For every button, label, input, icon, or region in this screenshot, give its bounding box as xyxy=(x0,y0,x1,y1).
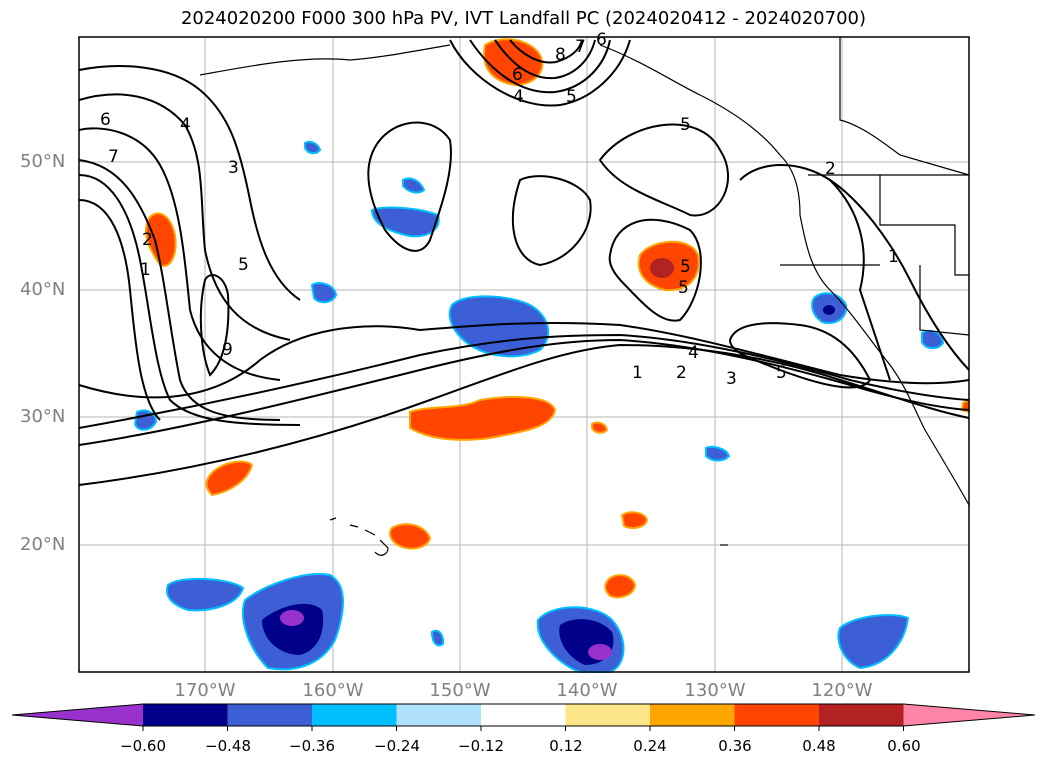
anomaly-negative-core xyxy=(823,305,835,315)
anomaly-negative-core xyxy=(262,603,324,655)
lon-label: 170°W xyxy=(174,680,236,701)
anomaly-positive xyxy=(604,574,637,599)
colorbar-segment xyxy=(734,704,820,726)
contour-label: 4 xyxy=(688,343,699,363)
coastlines xyxy=(199,37,970,556)
anomaly-positive xyxy=(591,421,609,434)
anomaly-negative xyxy=(837,614,910,670)
lon-label: 130°W xyxy=(684,680,746,701)
colorbar-tick-label: −0.12 xyxy=(458,737,504,755)
contour-label: 4 xyxy=(513,87,524,107)
colorbar-tick-label: −0.48 xyxy=(205,737,251,755)
contour-label: 5 xyxy=(680,115,691,135)
anomaly-positive xyxy=(409,396,557,441)
lat-label: 20°N xyxy=(20,534,66,555)
lon-label: 120°W xyxy=(811,680,873,701)
contour-label: 2 xyxy=(676,363,687,383)
colorbar-segment xyxy=(481,704,566,726)
anomaly-positive xyxy=(205,460,254,497)
contour-label: 7 xyxy=(108,147,119,167)
colorbar-segment xyxy=(565,704,651,726)
contour-label: 1 xyxy=(632,363,643,383)
contour-label: 1 xyxy=(140,260,151,280)
colorbar-segment xyxy=(396,704,482,726)
contour-label: 7 xyxy=(575,37,586,57)
contour-label: 5 xyxy=(238,255,249,275)
colorbar-tick-label: 0.48 xyxy=(802,737,836,755)
contour-label: 2 xyxy=(825,159,836,179)
colorbar-extend-max xyxy=(903,704,1035,726)
anomaly-positive xyxy=(620,511,649,529)
lat-label: 40°N xyxy=(20,279,66,300)
contour-label: 5 xyxy=(776,363,787,383)
colorbar-segment xyxy=(819,704,904,726)
colorbar xyxy=(11,703,1036,731)
lat-label: 30°N xyxy=(20,406,66,427)
anomaly-negative-center xyxy=(280,610,304,626)
contour-label: 1 xyxy=(888,247,899,267)
anomaly-positive xyxy=(389,523,432,550)
filled-anomalies xyxy=(133,38,970,673)
anomaly-negative xyxy=(448,295,550,358)
colorbar-tick-label: 0.12 xyxy=(549,737,583,755)
contour-label: 4 xyxy=(180,115,191,135)
contour-label: 5 xyxy=(678,278,689,298)
contour-label: 9 xyxy=(222,340,233,360)
colorbar-tick-label: −0.24 xyxy=(374,737,420,755)
colorbar-segment xyxy=(143,704,228,726)
colorbar-segment xyxy=(650,704,735,726)
map-frame xyxy=(78,36,970,673)
contour-label: 5 xyxy=(680,257,691,277)
contour-label: 8 xyxy=(555,45,566,65)
lat-label: 50°N xyxy=(20,151,66,172)
pv-contours xyxy=(78,39,970,486)
colorbar-tick-label: 0.60 xyxy=(887,737,921,755)
anomaly-negative xyxy=(166,577,245,612)
anomaly-negative xyxy=(430,629,445,647)
anomaly-negative xyxy=(310,282,338,304)
lon-label: 150°W xyxy=(429,680,491,701)
colorbar-segment xyxy=(312,704,397,726)
colorbar-tick-label: −0.36 xyxy=(289,737,335,755)
anomaly-negative xyxy=(304,140,322,155)
lon-label: 160°W xyxy=(302,680,364,701)
contour-label: 3 xyxy=(726,369,737,389)
contour-label: 6 xyxy=(100,110,111,130)
contour-label: 6 xyxy=(596,30,607,50)
anomaly-positive xyxy=(144,212,177,267)
contour-label: 6 xyxy=(512,65,523,85)
anomaly-negative xyxy=(705,445,731,462)
anomaly-positive-core xyxy=(650,258,674,278)
colorbar-tick-label: 0.36 xyxy=(718,737,752,755)
contour-labels: 6 7 4 3 5 2 1 6 8 7 6 4 5 5 2 1 5 5 1 2 … xyxy=(100,30,899,389)
map-title: 2024020200 F000 300 hPa PV, IVT Landfall… xyxy=(180,8,867,29)
colorbar-extend-min xyxy=(12,704,143,726)
anomaly-negative-center xyxy=(588,644,612,660)
colorbar-tick-label: 0.24 xyxy=(633,737,667,755)
contour-label: 5 xyxy=(566,87,577,107)
contour-label: 2 xyxy=(142,230,153,250)
colorbar-tick-label: −0.60 xyxy=(120,737,166,755)
contour-label: 3 xyxy=(228,158,239,178)
lon-label: 140°W xyxy=(556,680,618,701)
colorbar-segment xyxy=(227,704,313,726)
anomaly-negative xyxy=(402,177,426,194)
